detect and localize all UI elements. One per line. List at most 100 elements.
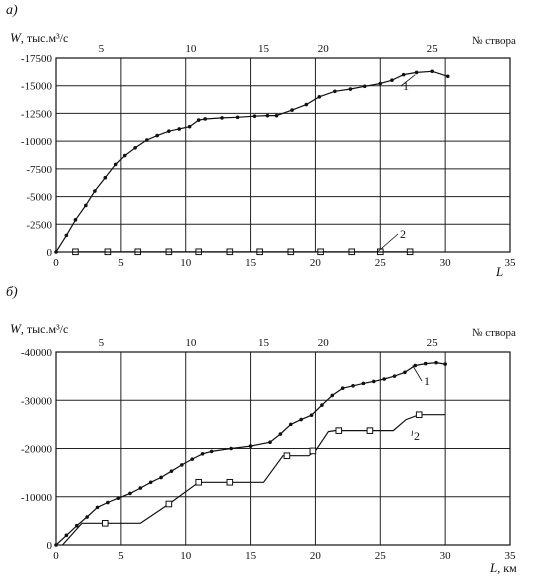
data-point xyxy=(145,138,149,142)
x-tick-label: 20 xyxy=(310,257,322,269)
data-point xyxy=(209,449,214,454)
data-point xyxy=(340,386,345,390)
data-point xyxy=(414,70,419,75)
data-point xyxy=(235,115,240,120)
data-point xyxy=(330,393,335,398)
series-a: 12 xyxy=(54,69,450,256)
x-ticks-a: 0 5 10 15 20 25 30 35 xyxy=(53,257,516,269)
data-point-square xyxy=(195,478,202,486)
top-tick-label: 20 xyxy=(318,43,330,55)
y-tick-label: -12500 xyxy=(21,108,53,120)
data-point xyxy=(401,72,406,77)
x-tick-label: 25 xyxy=(375,257,387,269)
y-tick-label: -15000 xyxy=(21,81,53,93)
y-tick-label: -30000 xyxy=(21,395,53,407)
y-tick-label: -7500 xyxy=(26,164,52,176)
y-tick-label: 0 xyxy=(47,247,53,259)
series-line-1 xyxy=(55,361,446,546)
data-point xyxy=(148,480,153,485)
data-point xyxy=(103,175,108,180)
data-point xyxy=(309,413,314,418)
top-tick-label: 5 xyxy=(99,337,105,349)
data-point xyxy=(317,95,322,99)
series-line-1 xyxy=(55,70,448,253)
panel-label-a: а) xyxy=(6,3,18,18)
data-point-square xyxy=(335,427,343,434)
x-ticks-b: 0 5 10 15 20 25 30 35 xyxy=(53,550,516,562)
top-axis-label-a: № створа xyxy=(472,35,516,47)
chart-panel-a: а) W, тыс.м³/с № створа L 0 -2500 -5000 -75… xyxy=(6,3,516,279)
data-point xyxy=(265,113,270,118)
top-tick-label: 20 xyxy=(318,337,330,349)
data-point xyxy=(167,129,171,133)
data-point xyxy=(430,69,434,74)
x-tick-label: 30 xyxy=(440,550,452,562)
data-point-square xyxy=(165,500,173,508)
series-label-1: 1 xyxy=(403,79,409,93)
data-point xyxy=(187,124,192,129)
series-label-leader xyxy=(400,74,416,87)
top-ticks-b: 5 10 15 20 25 xyxy=(99,337,439,349)
data-point xyxy=(362,84,367,89)
data-point xyxy=(361,381,366,386)
data-point xyxy=(348,87,353,91)
data-point xyxy=(155,133,159,138)
series-b: 12 xyxy=(54,360,447,547)
x-tick-label: 10 xyxy=(180,257,192,269)
x-tick-label: 30 xyxy=(440,257,452,269)
data-point-square xyxy=(283,452,291,460)
data-point xyxy=(392,374,397,378)
y-tick-label: -17500 xyxy=(21,53,53,65)
y-tick-label: -2500 xyxy=(26,219,52,231)
x-tick-label: 0 xyxy=(53,550,59,562)
data-point xyxy=(169,469,174,473)
data-point xyxy=(64,233,69,238)
series-label-leader xyxy=(411,430,414,437)
data-point xyxy=(304,102,309,107)
top-tick-label: 10 xyxy=(185,43,197,55)
data-point xyxy=(274,113,279,118)
data-point xyxy=(128,491,132,496)
data-point xyxy=(403,370,407,375)
y-axis-symbol-b: W xyxy=(10,321,22,336)
y-ticks-a: 0 -2500 -5000 -7500 -10000 -12500 -15000 -17500 xyxy=(21,53,53,259)
data-point xyxy=(333,89,337,94)
data-point xyxy=(378,81,383,86)
x-tick-label: 20 xyxy=(310,550,322,562)
data-point xyxy=(288,422,293,427)
data-point xyxy=(190,457,194,461)
data-point xyxy=(159,475,163,480)
y-ticks-b: 0 -10000 -20000 -30000 -40000 xyxy=(21,347,53,552)
top-tick-label: 5 xyxy=(99,43,105,55)
data-point xyxy=(229,446,233,451)
x-tick-label: 25 xyxy=(375,550,387,562)
top-tick-label: 25 xyxy=(427,337,439,349)
data-point-square xyxy=(101,519,109,527)
top-tick-label: 10 xyxy=(185,337,197,349)
top-tick-label: 15 xyxy=(258,43,270,55)
data-point xyxy=(434,360,438,365)
data-point-square xyxy=(415,411,423,419)
data-point xyxy=(93,189,97,193)
data-point-square xyxy=(366,427,374,434)
data-point xyxy=(113,162,118,167)
x-axis-symbol-a: L xyxy=(495,264,503,279)
data-point xyxy=(290,108,294,112)
data-point xyxy=(84,203,88,208)
data-point xyxy=(390,78,394,82)
top-ticks-a: 5 10 15 20 25 xyxy=(99,43,439,55)
x-axis-unit-b: , км xyxy=(497,561,517,575)
data-point xyxy=(138,486,143,490)
y-axis-symbol-a: W xyxy=(10,30,22,45)
y-tick-label: 0 xyxy=(47,540,53,552)
data-point xyxy=(278,432,283,436)
grid-b xyxy=(55,351,511,546)
data-point xyxy=(268,440,272,445)
data-point xyxy=(122,153,127,158)
x-axis-title-b: L, км xyxy=(489,560,517,575)
x-axis-symbol-b: L xyxy=(489,560,497,575)
data-point xyxy=(73,218,78,222)
y-tick-label: -40000 xyxy=(21,347,53,359)
data-point xyxy=(351,383,355,388)
x-tick-label: 5 xyxy=(118,257,124,269)
